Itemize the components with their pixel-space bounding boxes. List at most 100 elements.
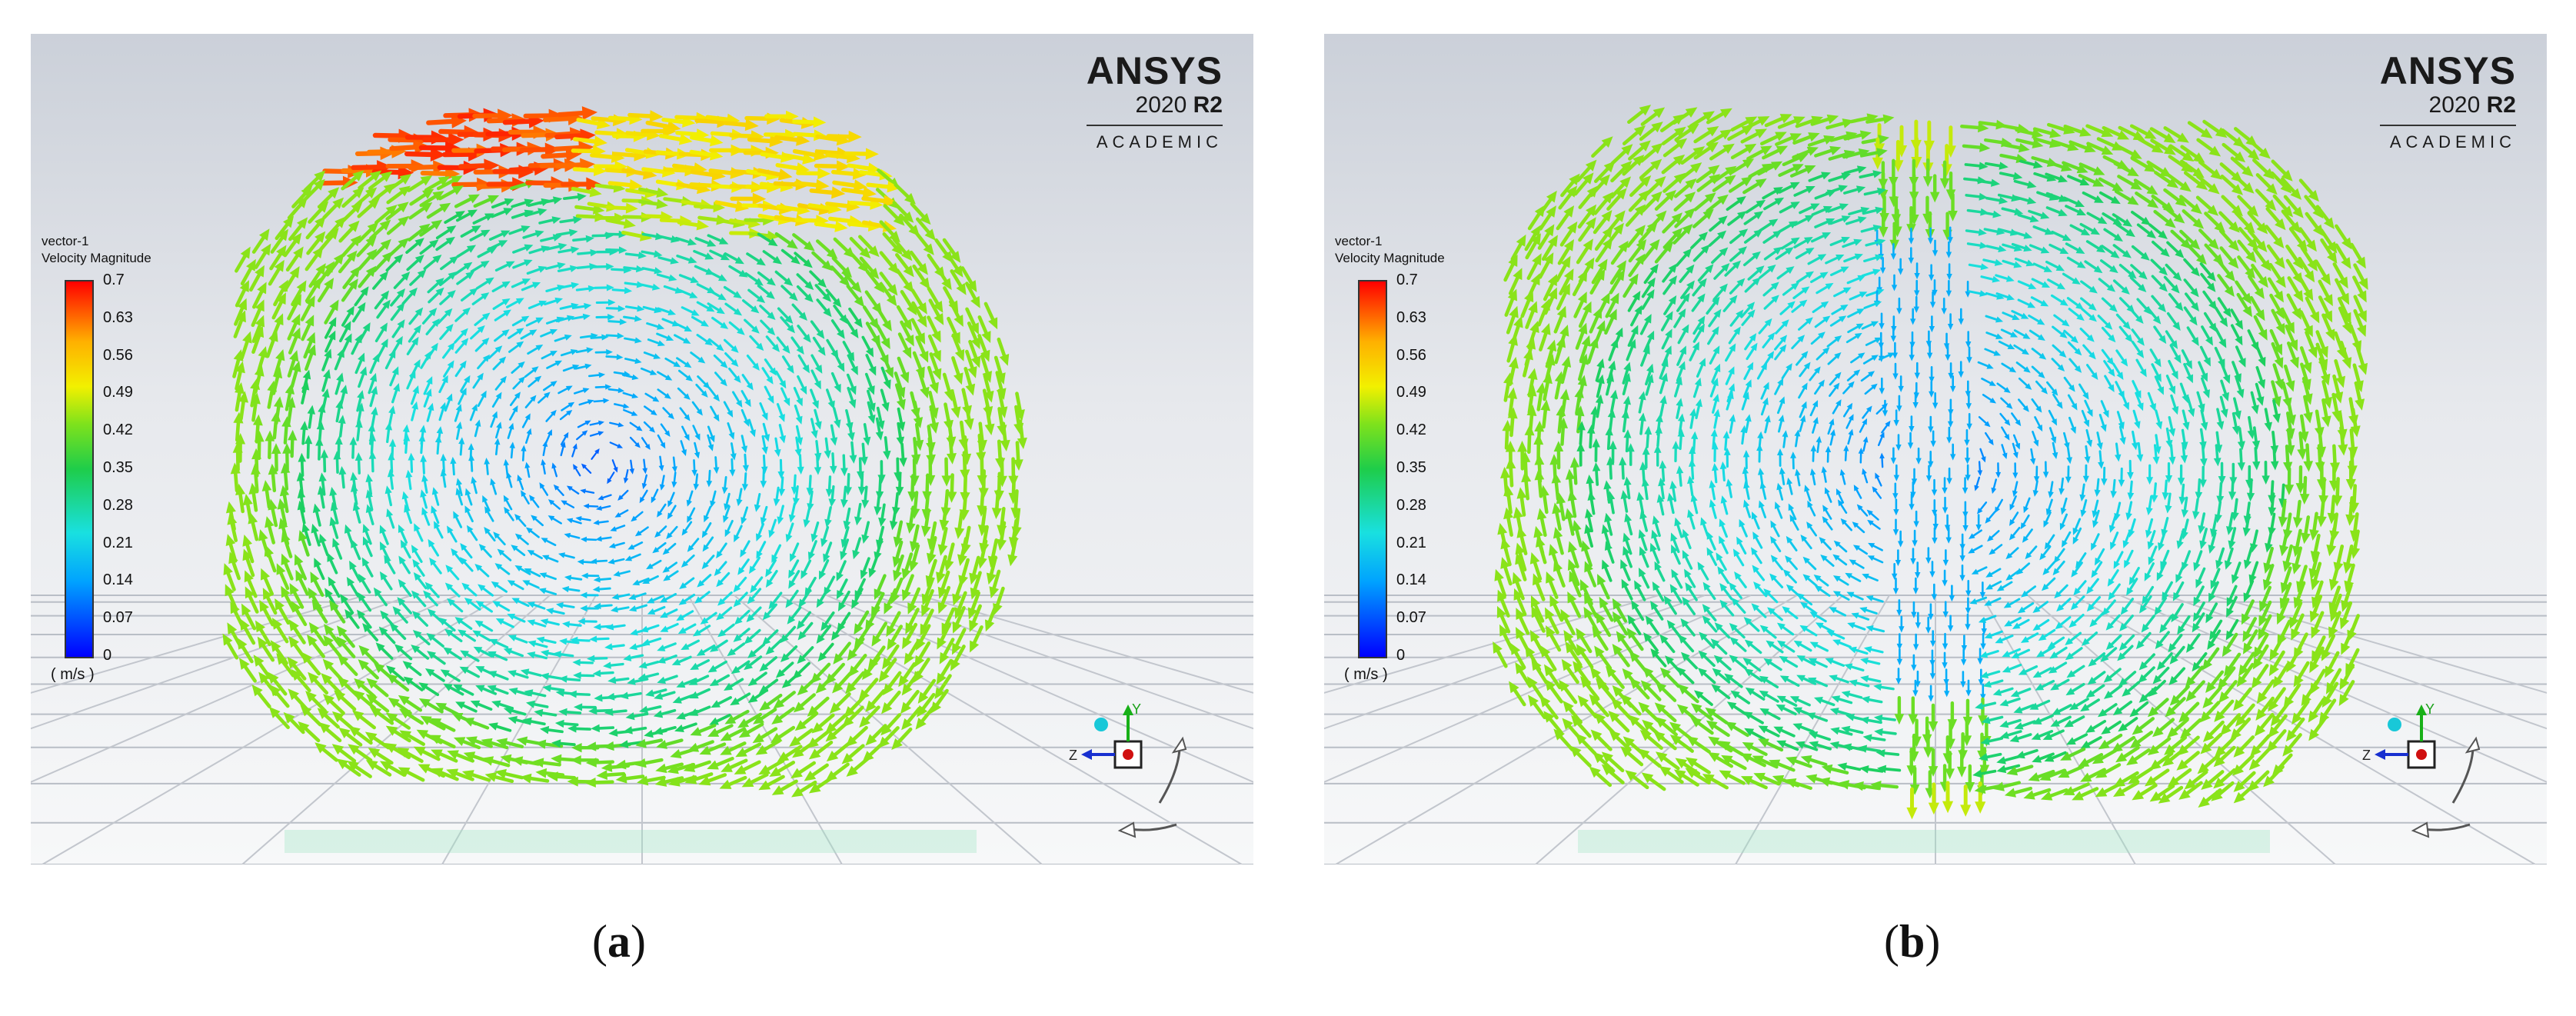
velocity-vector [408, 228, 424, 242]
velocity-vector [599, 604, 613, 608]
velocity-vector [930, 535, 937, 556]
velocity-vector-head [322, 694, 334, 705]
velocity-vector [439, 771, 459, 781]
velocity-vector [811, 251, 827, 266]
velocity-vector-head [2214, 221, 2226, 233]
velocity-vector-head [804, 770, 817, 781]
velocity-vector [801, 646, 814, 659]
velocity-vector [512, 615, 526, 623]
velocity-vector [364, 563, 374, 578]
velocity-vector [917, 371, 927, 390]
velocity-vector-head [749, 429, 756, 438]
velocity-vector [449, 686, 464, 696]
velocity-vector-head [362, 524, 370, 533]
velocity-vector [618, 509, 629, 516]
velocity-vector-head [564, 532, 571, 538]
velocity-vector [644, 758, 664, 765]
velocity-vector [820, 559, 830, 574]
velocity-vector-head [1722, 143, 1735, 154]
velocity-vector [2337, 297, 2348, 316]
velocity-vector [1746, 348, 1755, 361]
velocity-vector-head [2247, 205, 2259, 217]
velocity-vector [801, 588, 812, 602]
velocity-vector-head [1945, 290, 1952, 297]
velocity-vector-head [255, 315, 265, 328]
velocity-vector-head [2205, 336, 2213, 346]
velocity-vector [684, 577, 695, 586]
velocity-vector [2115, 349, 2125, 361]
velocity-vector [487, 511, 494, 522]
velocity-vector [588, 374, 601, 378]
velocity-vector [607, 181, 632, 188]
velocity-vector [410, 391, 418, 405]
velocity-vector [1591, 142, 1607, 158]
velocity-vector-head [2208, 322, 2217, 333]
velocity-vector [420, 440, 424, 455]
velocity-vector-head [2228, 257, 2239, 269]
velocity-vector-head [251, 684, 263, 697]
velocity-vector [547, 556, 559, 563]
velocity-vector [301, 388, 307, 405]
velocity-vector [962, 451, 967, 471]
velocity-vector [313, 579, 324, 597]
velocity-vector [375, 751, 394, 765]
velocity-vector [407, 734, 425, 746]
velocity-vector [847, 354, 856, 369]
velocity-vector [423, 480, 428, 494]
velocity-vector-head [529, 495, 535, 501]
velocity-vector-head [931, 349, 941, 362]
velocity-vector [683, 623, 697, 631]
velocity-vector-head [2070, 335, 2078, 344]
velocity-vector [428, 586, 440, 598]
velocity-vector-head [2358, 278, 2368, 290]
velocity-vector [707, 302, 720, 311]
velocity-vector-head [547, 429, 552, 436]
velocity-vector-head [795, 415, 803, 425]
velocity-vector-head [1513, 268, 1523, 281]
velocity-vector-head [1797, 335, 1806, 343]
velocity-vector [833, 305, 844, 318]
velocity-vector [647, 338, 660, 345]
velocity-vector-head [1527, 368, 1538, 381]
velocity-vector-head [613, 466, 618, 473]
velocity-vector-head [268, 463, 278, 475]
velocity-vector-head [867, 245, 880, 258]
velocity-vector [576, 265, 591, 269]
velocity-vector [1696, 364, 1704, 378]
velocity-vector [897, 727, 913, 744]
velocity-vector-head [2203, 357, 2211, 367]
velocity-vector [601, 505, 611, 509]
velocity-vector [442, 475, 447, 488]
velocity-vector [391, 669, 405, 682]
velocity-vector [1680, 285, 1691, 299]
velocity-vector-head [238, 658, 250, 670]
velocity-vector [2217, 297, 2228, 311]
velocity-vector-head [1813, 366, 1821, 374]
velocity-vector [575, 214, 597, 219]
velocity-vector [2287, 276, 2300, 295]
velocity-vector-head [570, 636, 578, 644]
velocity-vector [623, 408, 634, 415]
velocity-vector-head [1805, 215, 1815, 223]
velocity-vector [867, 401, 874, 418]
velocity-vector-head [1879, 267, 1886, 274]
velocity-vector-head [1630, 325, 1639, 335]
velocity-vector-head [2005, 402, 2013, 409]
velocity-vector [667, 561, 678, 570]
velocity-vector [710, 405, 717, 418]
velocity-vector [501, 620, 514, 628]
velocity-vector-head [1606, 372, 1615, 382]
velocity-vector-head [561, 586, 570, 593]
velocity-vector [590, 153, 614, 159]
velocity-vector-head [480, 260, 490, 268]
velocity-vector [440, 259, 454, 271]
velocity-vector-head [296, 280, 307, 293]
axis-triad-icon[interactable]: Y Z [1069, 703, 1223, 857]
velocity-vector [368, 480, 373, 495]
velocity-vector [624, 774, 645, 781]
velocity-vector-head [777, 168, 793, 181]
velocity-vector-head [1540, 298, 1550, 311]
velocity-vector [2053, 314, 2065, 324]
velocity-vector [599, 578, 612, 581]
velocity-vector-head [2127, 166, 2139, 177]
